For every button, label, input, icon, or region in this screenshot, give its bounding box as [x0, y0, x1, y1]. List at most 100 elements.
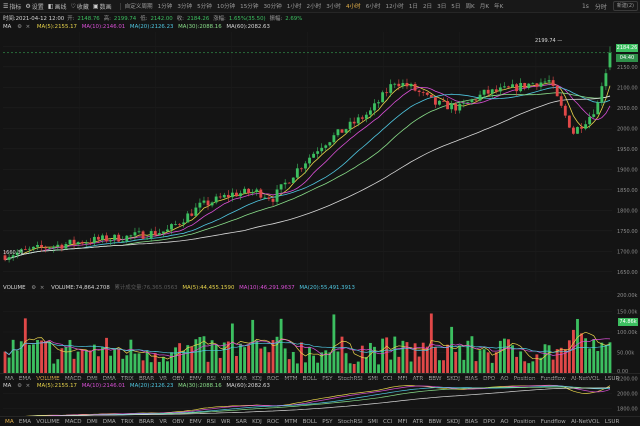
indicator-tab-fundflow[interactable]: Fundflow — [540, 418, 566, 425]
indicator-tab-emv[interactable]: EMV — [189, 418, 202, 425]
custom-period-button[interactable]: 自定义周期 — [124, 4, 153, 10]
timeshare-button[interactable]: 分时 — [594, 3, 607, 11]
candle-body — [478, 94, 482, 101]
timeframe-16[interactable]: 周K — [465, 4, 475, 10]
indicator-tab-volume[interactable]: VOLUME — [36, 418, 60, 425]
close-icon[interactable]: × — [25, 383, 31, 389]
refresh-interval-button[interactable]: 1s — [581, 2, 589, 10]
indicator-tab-wr[interactable]: WR — [221, 418, 231, 425]
indicator-tab-ema[interactable]: EMA — [18, 418, 32, 425]
candle-body — [263, 197, 267, 199]
indicator-tab-lsur[interactable]: LSUR — [604, 418, 620, 425]
timeframe-3[interactable]: 10分钟 — [216, 4, 236, 10]
indicator-tab-psy[interactable]: PSY — [322, 418, 333, 425]
volume-bar — [559, 347, 563, 373]
timeframe-10[interactable]: 6小时 — [365, 4, 381, 10]
timeframe-0[interactable]: 1分钟 — [157, 4, 173, 10]
timeframe-13[interactable]: 2日 — [422, 4, 433, 10]
indicator-tab-roc[interactable]: ROC — [267, 418, 280, 425]
volume-chart[interactable]: 200.00k 150.00k 100.00k 50.00k 0.00 — [0, 291, 640, 373]
ma-subchart[interactable]: 2200.00 2000.00 1800.00 — [0, 374, 640, 416]
timeframe-4[interactable]: 15分钟 — [240, 4, 259, 10]
sub-axis-label: 2000.00 — [617, 392, 638, 398]
high-marker-label: 2199.74 — — [535, 38, 563, 44]
settings-icon[interactable]: ⚙ — [17, 383, 22, 389]
indicator-tab-vr[interactable]: VR — [159, 418, 168, 425]
candle-body — [52, 246, 56, 249]
ohlc-info: 时间:2021-04-12 12:00 开: 2148.76 高: 2199.74 低: 2… — [3, 14, 305, 22]
timeframe-7[interactable]: 2小时 — [306, 4, 322, 10]
candle-body — [312, 153, 316, 158]
timeframe-11[interactable]: 12小时 — [385, 4, 404, 10]
volume-bar — [271, 340, 275, 373]
indicator-tab-mtm[interactable]: MTM — [284, 418, 298, 425]
timeframe-1[interactable]: 3分钟 — [177, 4, 193, 10]
sub-ma-indicator-name[interactable]: MA — [3, 383, 12, 389]
indicator-tab-mfi[interactable]: MFI — [397, 418, 408, 425]
price-chart[interactable]: 2200.002150.002100.002050.002000.001950.… — [0, 32, 640, 282]
volume-bar — [360, 345, 364, 373]
indicator-tab-dmi[interactable]: DMI — [86, 418, 98, 425]
candle-body — [222, 194, 226, 198]
timeframe-5[interactable]: 30分钟 — [263, 4, 282, 10]
timeframe-14[interactable]: 3日 — [437, 4, 447, 10]
indicator-tab-stochrsi[interactable]: StochRSI — [337, 418, 363, 425]
indicator-tab-trix[interactable]: TRIX — [120, 418, 134, 425]
close-icon[interactable]: × — [39, 285, 45, 291]
indicator-tab-ai-netvol[interactable]: AI-NetVOL — [570, 418, 600, 425]
volume-bar — [11, 339, 15, 373]
indicator-tab-rsi[interactable]: RSI — [206, 418, 216, 425]
toolbar-button-2[interactable]: ◧ 画线 — [48, 2, 67, 11]
settings-icon[interactable]: ⚙ — [31, 285, 37, 291]
timeframe-18[interactable]: 年K — [493, 4, 504, 10]
layout-selector-button[interactable]: 新建(2) — [612, 1, 638, 11]
indicator-tab-bias[interactable]: BIAS — [465, 418, 478, 425]
indicator-tab-macd[interactable]: MACD — [64, 418, 82, 425]
ma-indicator-name[interactable]: MA — [3, 24, 12, 30]
timeframe-2[interactable]: 5分钟 — [197, 4, 212, 10]
sub-ma10: MA(10):2146.01 — [81, 383, 126, 389]
volume-bar — [547, 345, 551, 373]
indicator-tab-position[interactable]: Position — [513, 418, 536, 425]
indicator-tab-obv[interactable]: OBV — [172, 418, 185, 425]
indicator-tab-dpo[interactable]: DPO — [483, 418, 496, 425]
indicator-tab-boll[interactable]: BOLL — [302, 418, 318, 425]
candle-body — [555, 85, 559, 97]
candle-body — [251, 191, 255, 193]
toolbar-button-1[interactable]: ⚙ 设置 — [25, 2, 43, 11]
indicator-tab-kdj[interactable]: KDJ — [252, 418, 262, 425]
volume-bar — [113, 348, 117, 373]
indicator-tab-smi[interactable]: SMI — [367, 418, 378, 425]
volume-bar — [32, 344, 35, 373]
indicator-tab-bbw[interactable]: BBW — [428, 418, 442, 425]
candle-body — [364, 114, 368, 119]
volume-bar — [507, 339, 510, 373]
toolbar-button-0[interactable]: ☰ 指标 — [3, 2, 21, 11]
volume-indicator-name[interactable]: VOLUME — [3, 285, 26, 291]
timeframe-12[interactable]: 1日 — [408, 4, 418, 10]
indicator-tab-lsur[interactable]: LSUR — [604, 375, 620, 382]
candle-body — [417, 90, 421, 92]
indicator-tab-dma[interactable]: DMA — [102, 418, 116, 425]
indicator-tab-cci[interactable]: CCI — [383, 418, 393, 425]
timeframe-17[interactable]: 月K — [479, 4, 489, 10]
indicator-tab-ma[interactable]: MA — [5, 418, 14, 425]
timeframe-9[interactable]: 4小时 — [346, 4, 361, 10]
volume-bar — [421, 342, 425, 373]
toolbar-button-4[interactable]: ▣ 数画 — [93, 2, 112, 11]
timeframe-8[interactable]: 3小时 — [326, 4, 342, 10]
timeframe-6[interactable]: 1小时 — [286, 4, 302, 10]
toolbar-button-3[interactable]: ♡ 收藏 — [71, 2, 89, 11]
indicator-tab-ao[interactable]: AO — [500, 418, 509, 425]
close-icon[interactable]: × — [25, 24, 31, 30]
settings-icon[interactable]: ⚙ — [17, 24, 22, 30]
candle-body — [515, 84, 519, 92]
toolbar-tools: ☰ 指标 ⚙ 设置 ◧ 画线 ♡ 收藏 ▣ 数画 — [3, 2, 116, 11]
indicator-tab-skdj[interactable]: SKDJ — [446, 418, 460, 425]
candle-body — [563, 105, 567, 116]
indicator-tab-brar[interactable]: BRAR — [138, 418, 155, 425]
indicator-tab-sar[interactable]: SAR — [235, 418, 247, 425]
indicator-tab-atr[interactable]: ATR — [412, 418, 424, 425]
timeframe-15[interactable]: 5日 — [451, 4, 461, 10]
volume-bar — [105, 337, 108, 373]
